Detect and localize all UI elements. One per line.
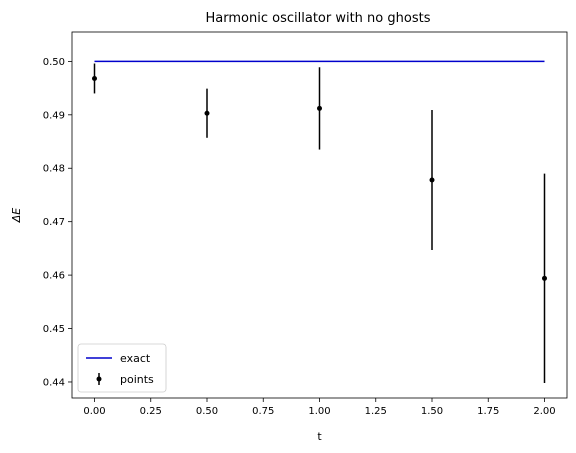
legend-swatch-marker [96, 376, 102, 382]
x-tick-label: 0.75 [252, 406, 274, 417]
x-axis: 0.00 0.25 0.50 0.75 1.00 1.25 1.50 1.75 2.00 [83, 398, 556, 417]
y-tick-label: 0.50 [43, 57, 65, 68]
y-tick-label: 0.47 [43, 217, 65, 228]
data-point [429, 177, 435, 183]
y-axis: 0.44 0.45 0.46 0.47 0.48 0.49 0.50 [43, 57, 72, 388]
y-tick-label: 0.44 [43, 377, 65, 388]
x-axis-label: t [317, 430, 322, 443]
legend-label: points [120, 373, 154, 386]
x-tick-label: 2.00 [533, 406, 555, 417]
legend-label: exact [120, 352, 151, 365]
chart-title: Harmonic oscillator with no ghosts [206, 11, 431, 26]
data-point [317, 105, 322, 111]
y-tick-label: 0.45 [43, 324, 65, 335]
y-axis-label: ΔE [10, 208, 23, 224]
data-point [92, 75, 97, 81]
legend: exact points [77, 343, 167, 393]
data-point [204, 110, 210, 116]
data-point [542, 275, 547, 281]
y-tick-label: 0.49 [43, 110, 65, 121]
x-tick-label: 0.50 [196, 406, 218, 417]
x-tick-label: 1.25 [365, 406, 387, 417]
y-tick-label: 0.46 [43, 271, 65, 282]
y-tick-label: 0.48 [43, 164, 65, 175]
plot-area [92, 60, 547, 384]
x-tick-label: 0.00 [83, 406, 105, 417]
x-tick-label: 1.75 [477, 406, 499, 417]
x-tick-label: 1.50 [421, 406, 443, 417]
x-tick-label: 0.25 [140, 406, 162, 417]
x-tick-label: 1.00 [308, 406, 330, 417]
